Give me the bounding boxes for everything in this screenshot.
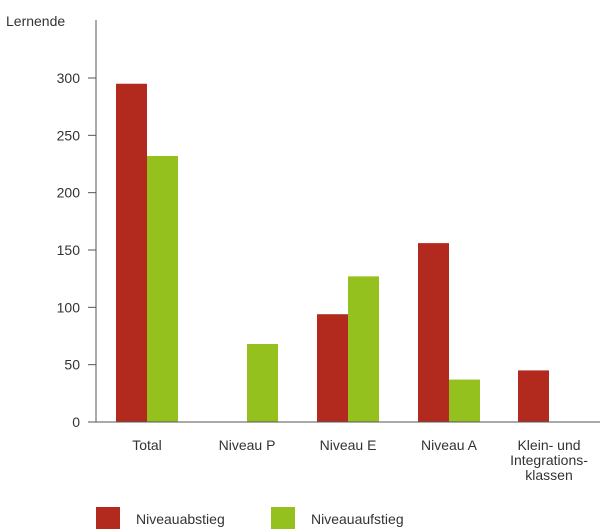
y-axis-title: Lernende <box>6 13 65 29</box>
y-tick-label: 150 <box>57 242 81 258</box>
legend-label: Niveauabstieg <box>136 511 225 527</box>
bar <box>518 370 549 422</box>
y-tick-label: 50 <box>64 357 80 373</box>
x-tick-label: Total <box>132 437 162 453</box>
bar <box>449 379 480 422</box>
bar <box>348 276 379 422</box>
x-axis-labels: Total Niveau P Niveau E Niveau A Klein- und I… <box>132 437 588 483</box>
y-tick-label: 250 <box>57 127 81 143</box>
x-tick-label: Niveau P <box>219 437 276 453</box>
x-tick-label: Niveau A <box>421 437 478 453</box>
bar <box>247 344 278 422</box>
legend-label: Niveauaufstieg <box>311 511 404 527</box>
bars <box>116 83 549 422</box>
bar <box>418 243 449 422</box>
x-tick-label: Niveau E <box>320 437 377 453</box>
legend-swatch <box>96 507 120 529</box>
legend-swatch <box>271 507 295 529</box>
y-axis-ticks: 0 50 100 150 200 250 300 <box>57 70 96 430</box>
bar <box>317 314 348 422</box>
bar <box>116 83 147 422</box>
y-tick-label: 0 <box>72 414 80 430</box>
x-tick-label: Klein- und Integrations-klassen <box>510 437 588 483</box>
legend: Niveauabstieg Niveauaufstieg <box>96 507 404 529</box>
y-tick-label: 300 <box>57 70 81 86</box>
y-tick-label: 200 <box>57 185 81 201</box>
y-tick-label: 100 <box>57 299 81 315</box>
bar <box>147 155 178 422</box>
